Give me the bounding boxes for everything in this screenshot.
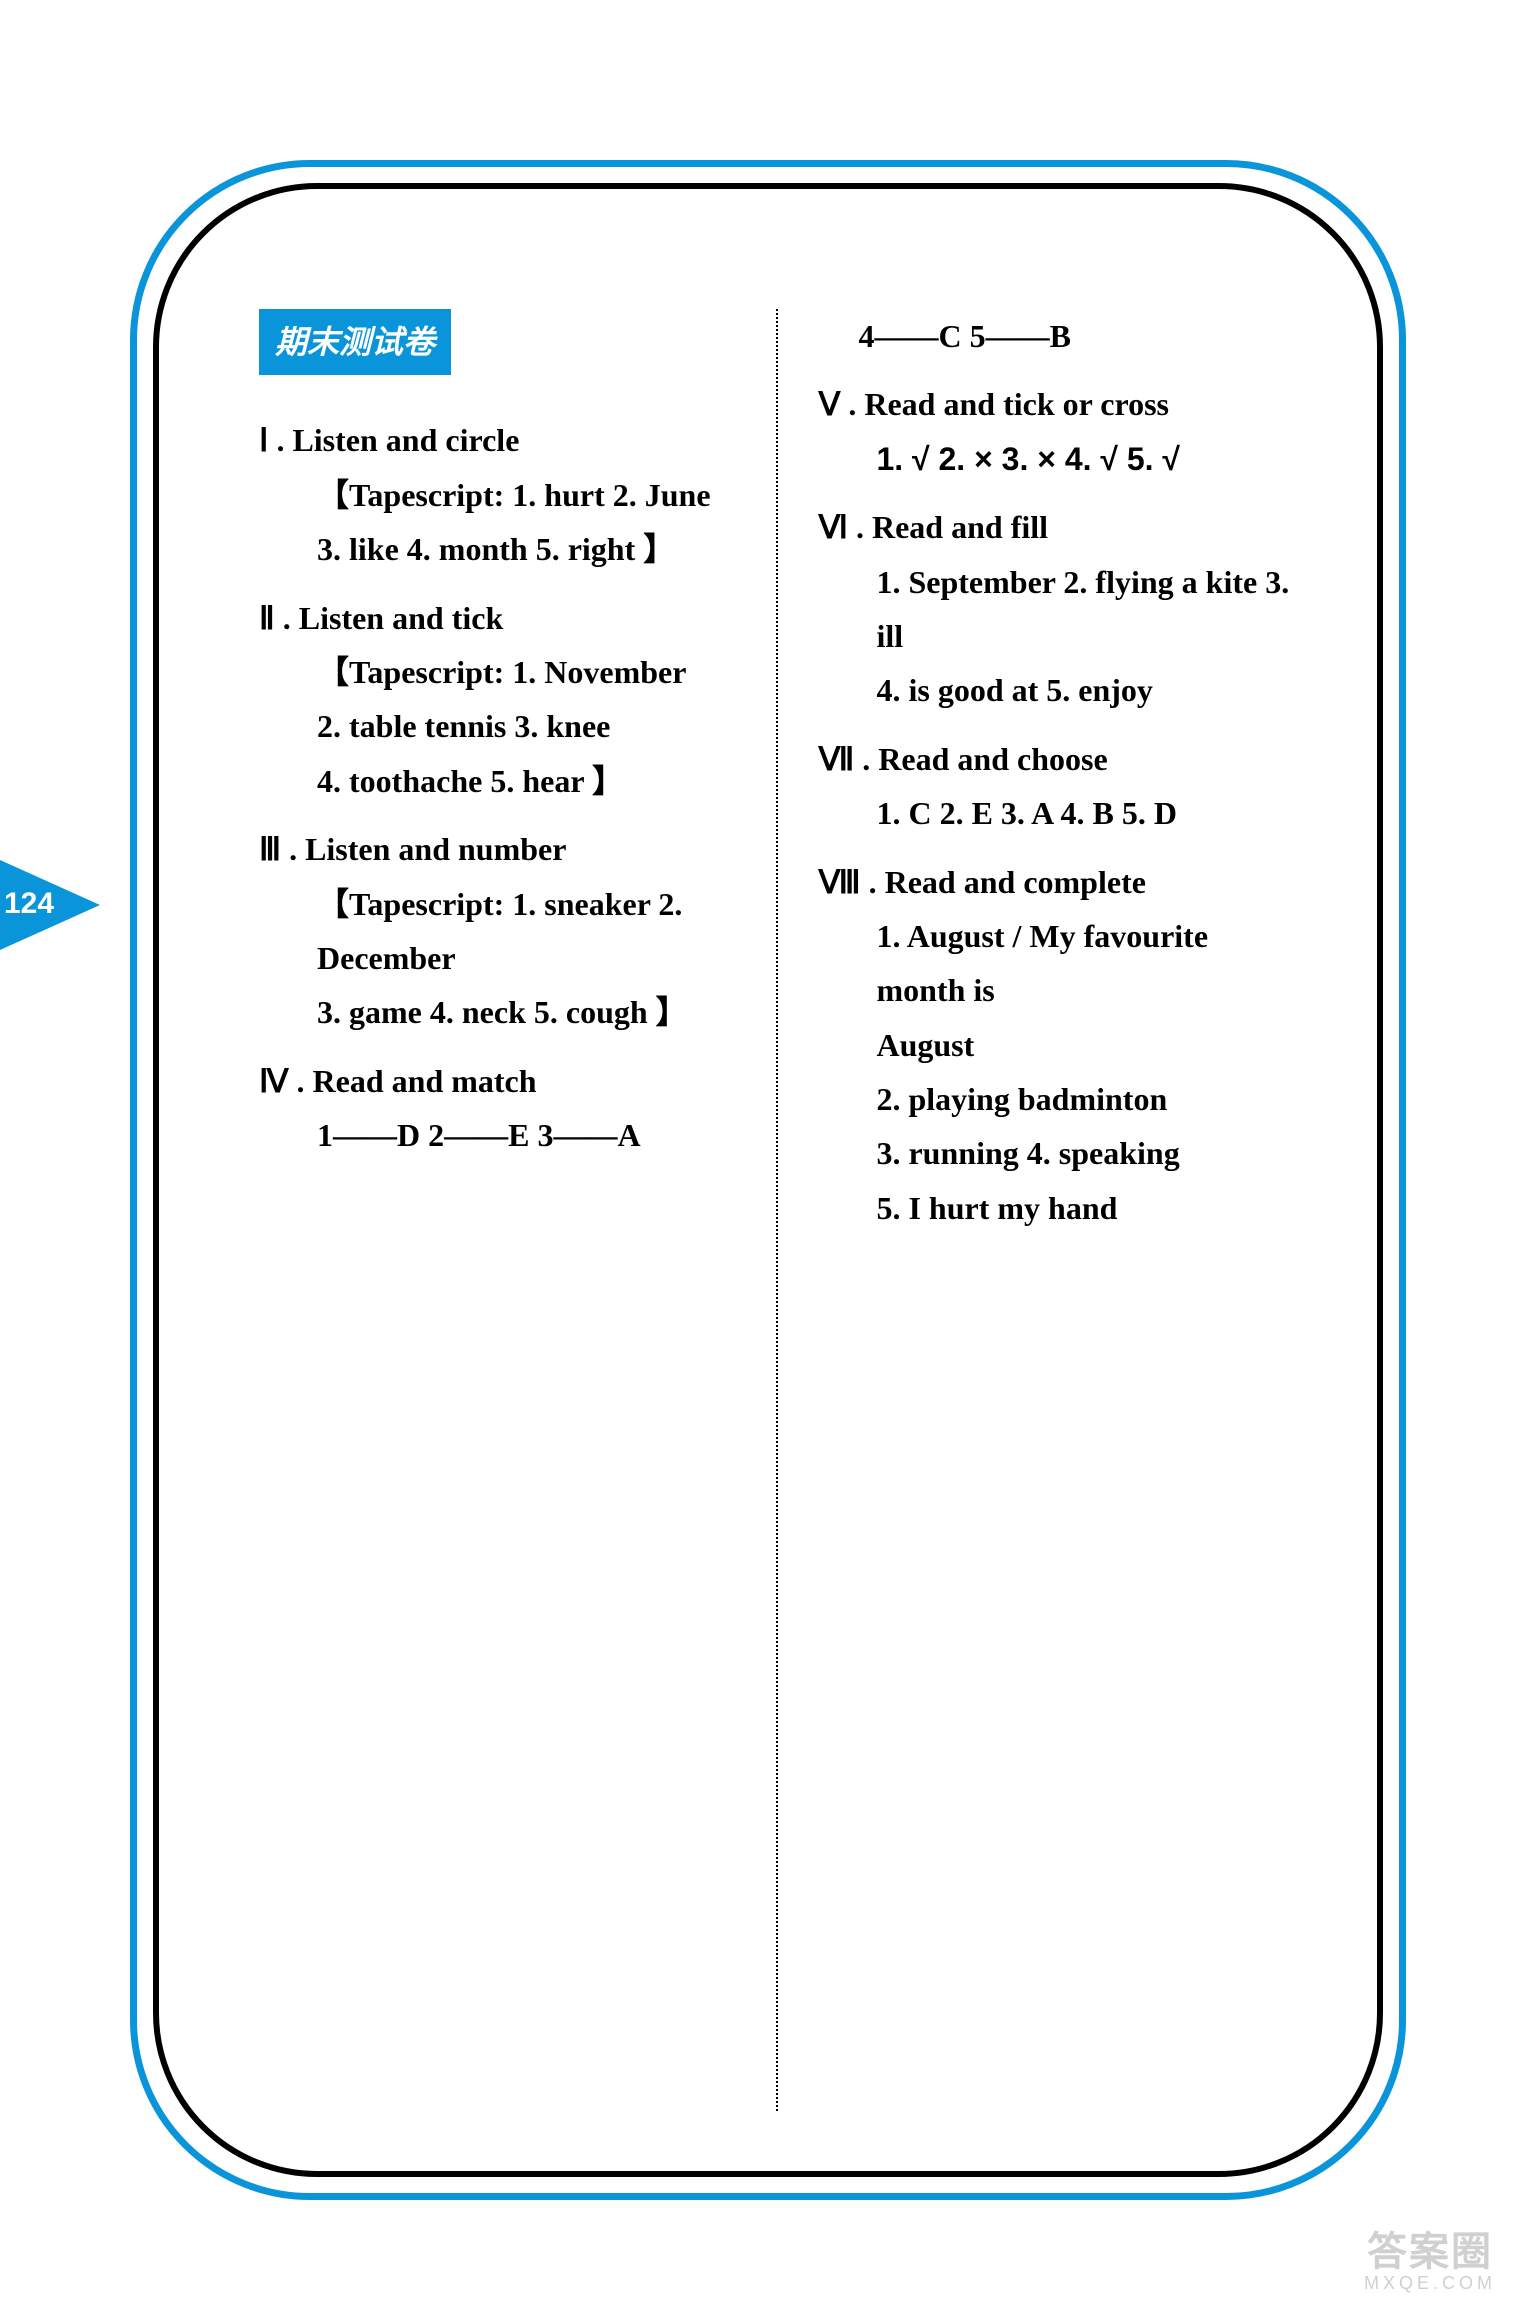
watermark-main: 答案圈: [1364, 2230, 1496, 2274]
roman-7: Ⅶ: [818, 732, 854, 786]
s3-line2: 3. game 4. neck 5. cough 】: [259, 985, 736, 1039]
section-1-head: Ⅰ . Listen and circle: [259, 413, 736, 467]
head-8: . Read and complete: [869, 855, 1146, 909]
s8-line1: 1. August / My favourite month is: [818, 909, 1297, 1018]
s8-line2: 2. playing badminton: [818, 1072, 1297, 1126]
roman-5: Ⅴ: [818, 377, 840, 431]
section-5-head: Ⅴ . Read and tick or cross: [818, 377, 1297, 431]
s6-line2: 4. is good at 5. enjoy: [818, 663, 1297, 717]
head-2: . Listen and tick: [283, 591, 503, 645]
head-3: . Listen and number: [289, 822, 566, 876]
roman-3: Ⅲ: [259, 822, 281, 876]
s3-line1: 【Tapescript: 1. sneaker 2. December: [259, 877, 736, 986]
page-number-tab: 124: [0, 860, 100, 950]
s8-line4: 5. I hurt my hand: [818, 1181, 1297, 1235]
s4-cont: 4——C 5——B: [818, 309, 1297, 363]
s8-line3: 3. running 4. speaking: [818, 1126, 1297, 1180]
head-1: . Listen and circle: [276, 413, 519, 467]
section-5: Ⅴ . Read and tick or cross 1. √ 2. × 3. …: [818, 377, 1297, 486]
section-3: Ⅲ . Listen and number 【Tapescript: 1. sn…: [259, 822, 736, 1040]
head-6: . Read and fill: [856, 500, 1048, 554]
section-4: Ⅳ . Read and match 1——D 2——E 3——A: [259, 1054, 736, 1163]
head-5: . Read and tick or cross: [848, 377, 1169, 431]
head-4: . Read and match: [297, 1054, 537, 1108]
roman-2: Ⅱ: [259, 591, 275, 645]
watermark: 答案圈 MXQE.COM: [1364, 2230, 1496, 2294]
watermark-sub: MXQE.COM: [1364, 2274, 1496, 2294]
section-title: 期末测试卷: [259, 309, 451, 375]
s2-line3: 4. toothache 5. hear 】: [259, 754, 736, 808]
s5-line1: 1. √ 2. × 3. × 4. √ 5. √: [818, 432, 1297, 486]
outer-frame: 期末测试卷 Ⅰ . Listen and circle 【Tapescript:…: [130, 160, 1406, 2200]
inner-frame: 期末测试卷 Ⅰ . Listen and circle 【Tapescript:…: [153, 183, 1383, 2177]
section-7-head: Ⅶ . Read and choose: [818, 732, 1297, 786]
section-3-head: Ⅲ . Listen and number: [259, 822, 736, 876]
s1-line2: 3. like 4. month 5. right 】: [259, 522, 736, 576]
right-column: 4——C 5——B Ⅴ . Read and tick or cross 1. …: [776, 309, 1297, 2111]
roman-8: Ⅷ: [818, 855, 860, 909]
section-1: Ⅰ . Listen and circle 【Tapescript: 1. hu…: [259, 413, 736, 576]
s1-line1: 【Tapescript: 1. hurt 2. June: [259, 468, 736, 522]
section-4-head: Ⅳ . Read and match: [259, 1054, 736, 1108]
s2-line1: 【Tapescript: 1. November: [259, 645, 736, 699]
section-8: Ⅷ . Read and complete 1. August / My fav…: [818, 855, 1297, 1236]
section-7: Ⅶ . Read and choose 1. C 2. E 3. A 4. B …: [818, 732, 1297, 841]
columns: 期末测试卷 Ⅰ . Listen and circle 【Tapescript:…: [259, 309, 1297, 2111]
section-8-head: Ⅷ . Read and complete: [818, 855, 1297, 909]
section-2: Ⅱ . Listen and tick 【Tapescript: 1. Nove…: [259, 591, 736, 809]
s4-line1: 1——D 2——E 3——A: [259, 1108, 736, 1162]
roman-1: Ⅰ: [259, 413, 268, 467]
s2-line2: 2. table tennis 3. knee: [259, 699, 736, 753]
roman-6: Ⅵ: [818, 500, 848, 554]
section-6-head: Ⅵ . Read and fill: [818, 500, 1297, 554]
roman-4: Ⅳ: [259, 1054, 289, 1108]
s6-line1: 1. September 2. flying a kite 3. ill: [818, 555, 1297, 664]
section-2-head: Ⅱ . Listen and tick: [259, 591, 736, 645]
left-column: 期末测试卷 Ⅰ . Listen and circle 【Tapescript:…: [259, 309, 736, 2111]
section-6: Ⅵ . Read and fill 1. September 2. flying…: [818, 500, 1297, 718]
page-root: 124 期末测试卷 Ⅰ . Listen and circle 【Tapescr…: [0, 0, 1536, 2324]
head-7: . Read and choose: [862, 732, 1107, 786]
page-number: 124: [4, 887, 54, 921]
s8-line1b: August: [818, 1018, 1297, 1072]
s7-line1: 1. C 2. E 3. A 4. B 5. D: [818, 786, 1297, 840]
